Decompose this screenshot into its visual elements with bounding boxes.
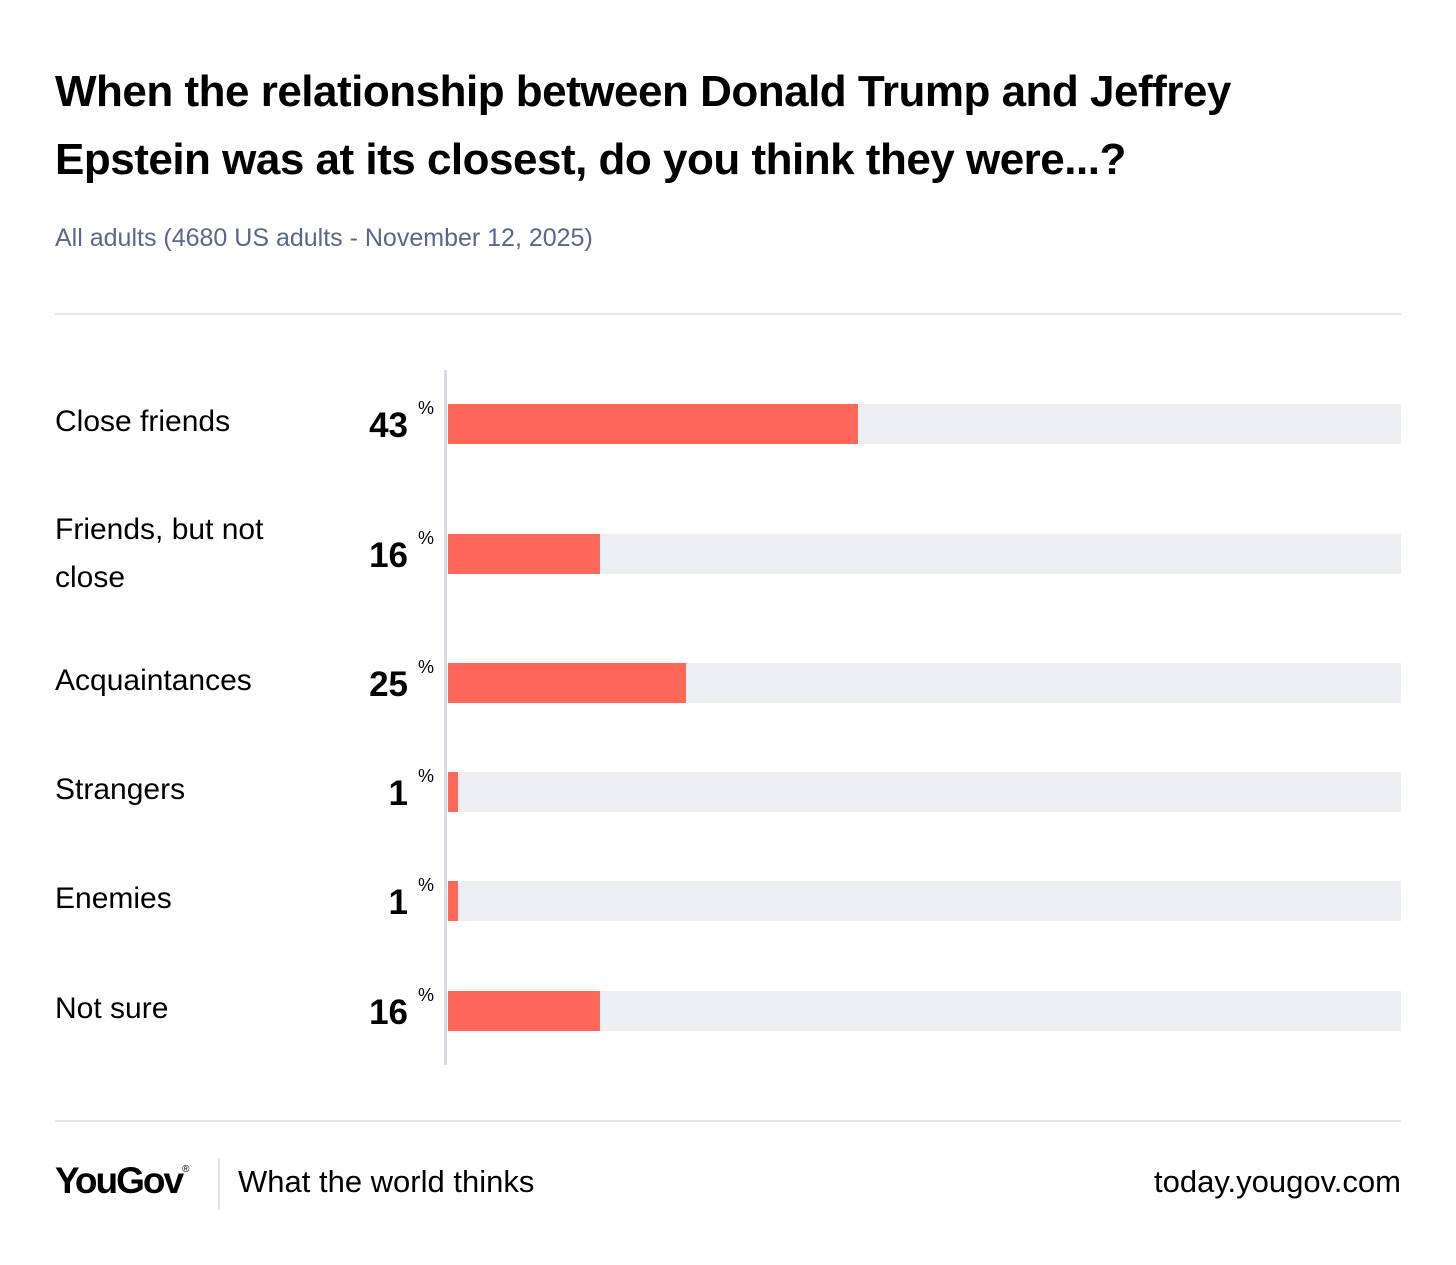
footer-site-link[interactable]: today.yougov.com	[1154, 1164, 1401, 1199]
percent-sign: %	[418, 528, 435, 548]
logo-text: YouGov	[55, 1160, 184, 1201]
bar-row: Strangers 1%	[0, 766, 1456, 813]
y-axis-line	[444, 370, 447, 1065]
bar	[448, 991, 601, 1031]
value-label: 25	[369, 665, 408, 704]
bar-track	[448, 534, 1401, 574]
footer-separator	[218, 1158, 220, 1210]
bar-row: Friends, but not close 16%	[0, 513, 1456, 594]
percent-sign: %	[418, 875, 435, 895]
bar-track	[448, 772, 1401, 812]
percent-sign: %	[418, 657, 435, 677]
bar	[448, 663, 687, 703]
bar-row: Not sure 16%	[0, 985, 1456, 1032]
chart-subtitle: All adults (4680 US adults - November 12…	[55, 224, 593, 252]
value-label: 1	[388, 883, 408, 922]
chart-title: When the relationship between Donald Tru…	[55, 67, 1231, 184]
category-label: Strangers	[55, 773, 186, 806]
category-label: Enemies	[55, 882, 172, 915]
bar	[448, 534, 601, 574]
value-label: 16	[369, 993, 408, 1032]
bar	[448, 772, 458, 812]
category-label: Not sure	[55, 992, 169, 1025]
bottom-divider	[55, 1120, 1401, 1122]
percent-sign: %	[418, 398, 435, 418]
bar-row: Enemies 1%	[0, 875, 1456, 922]
registered-mark: ®	[182, 1164, 190, 1175]
bar-track	[448, 991, 1401, 1031]
top-divider	[55, 313, 1401, 315]
bar-row: Acquaintances 25%	[0, 657, 1456, 704]
bar	[448, 881, 458, 921]
bar	[448, 404, 858, 444]
bar-track	[448, 404, 1401, 444]
value-label: 16	[369, 536, 408, 575]
category-label: Friends, but not close	[55, 513, 264, 594]
bar-row: Close friends 43%	[0, 398, 1456, 445]
bar-track	[448, 881, 1401, 921]
percent-sign: %	[418, 766, 435, 786]
yougov-logo: YouGov®	[55, 1160, 189, 1202]
category-label: Close friends	[55, 405, 231, 438]
percent-sign: %	[418, 985, 435, 1005]
value-label: 1	[388, 774, 408, 813]
footer-tagline: What the world thinks	[238, 1164, 535, 1199]
bar-track	[448, 663, 1401, 703]
category-label: Acquaintances	[55, 664, 252, 697]
value-label: 43	[369, 406, 408, 445]
